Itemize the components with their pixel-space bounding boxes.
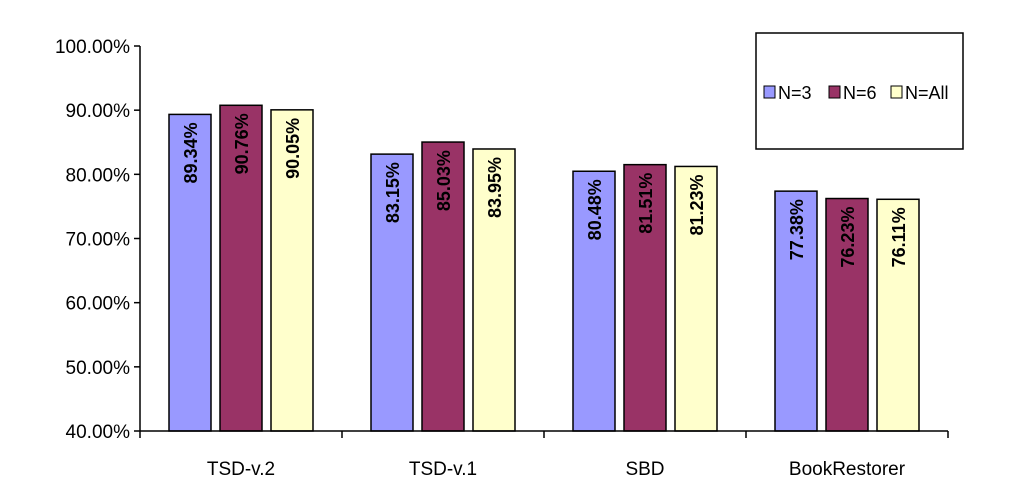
bar-n3-2 [572,170,616,432]
data-label: 81.23% [687,174,707,235]
bar-nall-1 [472,148,516,432]
y-tick-label: 100.00% [55,37,130,58]
bar-n3-3 [774,190,818,432]
category-label: SBD [625,459,664,480]
y-tick-label: 90.00% [66,101,131,122]
bar-nall-0 [270,109,314,432]
y-tick-label: 80.00% [66,165,131,186]
category-label: TSD-v.2 [207,459,275,480]
data-label: 83.95% [485,157,505,218]
data-label: 85.03% [434,150,454,211]
y-axis: 40.00% 50.00% 60.00% 70.00% 80.00% 90.00% 100.… [55,37,141,443]
data-label: 76.11% [889,207,909,267]
data-label: 89.34% [181,122,201,183]
category-label: BookRestorer [789,459,906,480]
bar-n6-1 [421,141,465,432]
y-tick-label: 70.00% [66,230,131,251]
legend-label: N=All [905,83,949,103]
legend-swatch [890,85,903,99]
y-tick-label: 50.00% [66,358,131,379]
legend: N=3 N=6 N=All [755,32,964,150]
data-label: 80.48% [585,179,605,240]
bar-n6-3 [825,197,869,432]
legend-label: N=3 [778,83,812,103]
data-label: 77.38% [787,199,807,260]
bar-n3-1 [370,153,414,432]
data-label: 90.05% [283,118,303,179]
y-tick-label: 40.00% [66,422,131,443]
bar-n3-0 [168,113,212,432]
legend-swatch [763,85,776,99]
data-label: 76.23% [838,207,858,268]
data-label: 83.15% [383,162,403,223]
legend-swatch [828,85,841,99]
y-tick-label: 60.00% [66,294,131,315]
data-label: 81.51% [636,173,656,234]
bars: 89.34% 90.76% 90.05% 83.15% 85.03% 83.95% 80.4… [168,104,920,432]
category-label: TSD-v.1 [409,459,477,480]
data-label: 90.76% [232,113,252,174]
x-axis: TSD-v.2 TSD-v.1 SBD BookRestorer [139,430,949,480]
legend-label: N=6 [843,83,877,103]
legend-box [755,32,964,150]
bar-n6-2 [623,163,667,432]
